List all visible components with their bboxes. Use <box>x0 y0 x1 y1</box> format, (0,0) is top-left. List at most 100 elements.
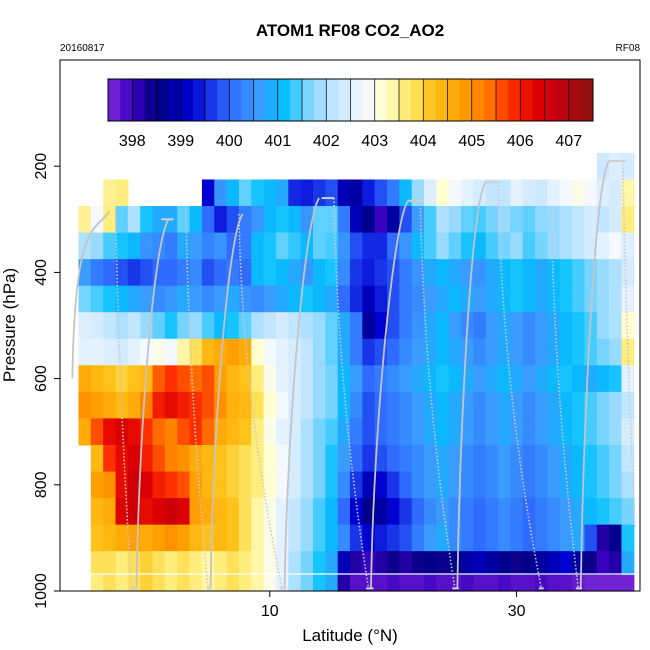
heatmap-cell <box>473 498 487 526</box>
heatmap-cell <box>189 338 203 366</box>
heatmap-cell <box>251 575 265 592</box>
heatmap-cell <box>399 498 413 526</box>
heatmap-cell <box>374 391 388 420</box>
heatmap-cell <box>596 285 610 313</box>
descent-track <box>497 182 543 589</box>
y-axis: 200 400 600 800 1000 <box>33 153 60 609</box>
heatmap-cell <box>238 575 252 592</box>
heatmap-cell <box>115 391 129 420</box>
heatmap-cell <box>498 285 512 313</box>
heatmap-cell <box>609 152 623 181</box>
heatmap-cell <box>547 312 561 340</box>
heatmap-cell <box>424 498 437 526</box>
heatmap-cell <box>189 524 203 552</box>
heatmap-cell <box>559 391 573 420</box>
heatmap-cell <box>275 444 289 473</box>
heatmap-cell <box>362 259 376 287</box>
heatmap-cell <box>350 259 363 287</box>
heatmap-cell <box>115 259 129 287</box>
heatmap-cell <box>387 575 400 592</box>
heatmap-cell <box>424 338 437 366</box>
heatmap-cell <box>275 285 289 313</box>
heatmap-cell <box>164 575 178 592</box>
heatmap-cell <box>584 551 598 576</box>
heatmap-cell <box>522 206 536 234</box>
heatmap-cell <box>288 524 302 552</box>
heatmap-cell <box>374 551 388 576</box>
heatmap-cell <box>312 206 326 234</box>
heatmap-cell <box>300 365 314 393</box>
heatmap-cell <box>485 498 499 526</box>
colorbar-segment <box>253 79 267 121</box>
heatmap-cell <box>510 312 524 340</box>
heatmap-cell <box>522 575 536 592</box>
heatmap-cell <box>584 524 598 552</box>
heatmap-cell <box>325 444 339 473</box>
heatmap-cell <box>288 232 302 260</box>
heatmap-cell <box>350 232 363 260</box>
heatmap-cell <box>535 312 549 340</box>
plot-frame <box>59 59 641 592</box>
heatmap-cell <box>411 551 425 576</box>
heatmap-cell <box>547 285 561 313</box>
heatmap-cell <box>411 418 425 446</box>
heatmap-cell <box>189 575 203 592</box>
heatmap-cell <box>288 444 302 473</box>
heatmap-cell <box>572 312 586 340</box>
heatmap-cell <box>312 575 326 592</box>
heatmap-cell <box>596 471 610 499</box>
heatmap-cell <box>461 232 474 260</box>
heatmap-cell <box>214 232 228 260</box>
colorbar-tick-label: 399 <box>167 133 194 150</box>
heatmap-cell <box>90 524 104 552</box>
heatmap-cell <box>498 575 512 592</box>
heatmap-cell <box>312 285 326 313</box>
heatmap-cell <box>90 498 104 526</box>
heatmap-cell <box>164 524 178 552</box>
heatmap-cell <box>424 285 437 313</box>
heatmap-cell <box>152 418 166 446</box>
heatmap-cell <box>387 365 400 393</box>
heatmap-cell <box>238 312 252 340</box>
heatmap-cell <box>596 418 610 446</box>
heatmap-cell <box>127 338 141 366</box>
y-tick-label: 600 <box>33 365 50 392</box>
heatmap-cell <box>350 312 363 340</box>
heatmap-cell <box>127 285 141 313</box>
heatmap-cell <box>510 365 524 393</box>
heatmap-cell <box>300 391 314 420</box>
heatmap-cell <box>325 285 339 313</box>
colorbar-segment <box>241 79 255 121</box>
heatmap-cell <box>535 551 549 576</box>
heatmap-cell <box>621 259 635 287</box>
heatmap-cell <box>448 179 462 207</box>
heatmap-cell <box>251 179 265 207</box>
heatmap-cell <box>226 285 240 313</box>
heatmap-cell <box>189 444 203 473</box>
heatmap-cell <box>127 259 141 287</box>
heatmap-cell <box>214 365 228 393</box>
heatmap-cell <box>559 418 573 446</box>
colorbar-segment <box>192 79 206 121</box>
heatmap-cell <box>214 575 228 592</box>
heatmap-cell <box>436 575 450 592</box>
heatmap-cell <box>115 312 129 340</box>
heatmap-cell <box>448 232 462 260</box>
heatmap-cell <box>584 232 598 260</box>
heatmap-cell <box>448 285 462 313</box>
heatmap-cell <box>140 338 154 366</box>
heatmap-cell <box>275 179 289 207</box>
heatmap-cell <box>263 285 277 313</box>
heatmap-cell <box>596 551 610 576</box>
colorbar-tick-label: 403 <box>361 133 388 150</box>
heatmap-cell <box>387 206 400 234</box>
heatmap-cell <box>473 259 487 287</box>
colorbar-segment <box>326 79 339 121</box>
heatmap-cell <box>103 551 117 576</box>
heatmap-cell <box>337 444 351 473</box>
heatmap-cell <box>238 179 252 207</box>
heatmap-cell <box>140 285 154 313</box>
heatmap-cell <box>251 285 265 313</box>
heatmap-cell <box>461 471 474 499</box>
heatmap-cell <box>535 179 549 207</box>
